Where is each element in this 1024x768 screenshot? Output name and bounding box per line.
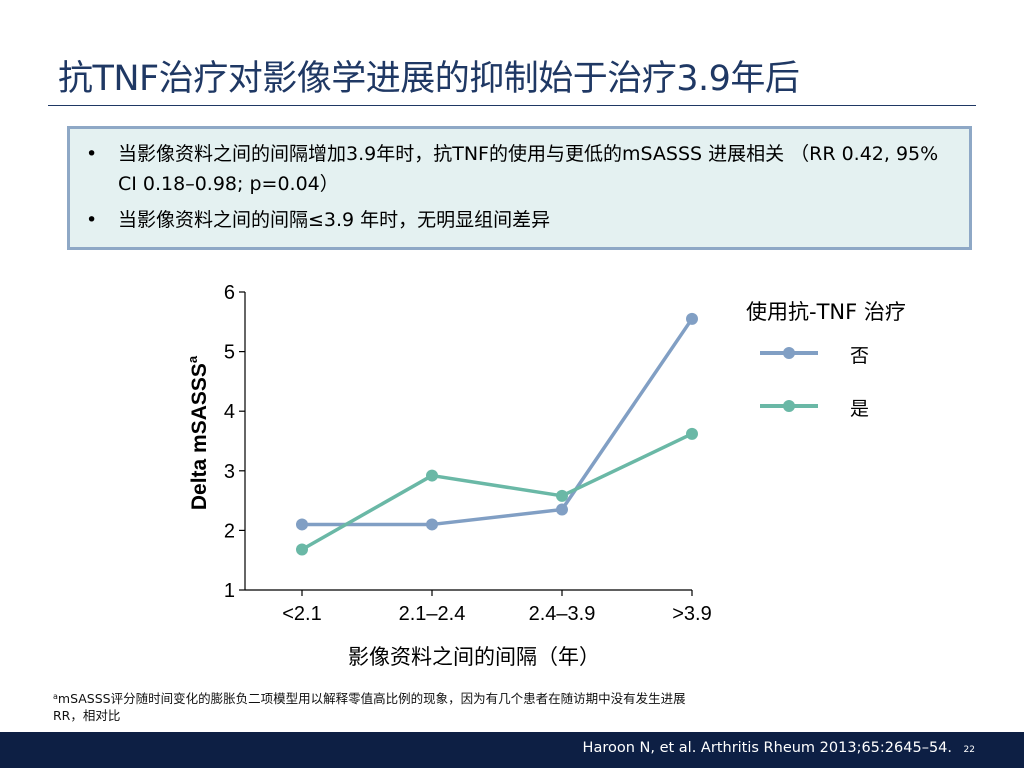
legend-swatch xyxy=(760,347,818,359)
x-tick-label: <2.1 xyxy=(282,603,321,625)
data-point xyxy=(426,518,438,531)
data-point xyxy=(556,489,568,502)
bullet-item: • 当影像资料之间的间隔增加3.9年时，抗TNF的使用与更低的mSASSS 进展… xyxy=(86,139,955,199)
bullet-marker: • xyxy=(86,143,98,165)
y-tick-label: 1 xyxy=(224,580,235,602)
footnote-line-1: amSASSS评分随时间变化的膨胀负二项模型用以解释零值高比例的现象，因为有几个… xyxy=(53,688,686,707)
citation: Haroon N, et al. Arthritis Rheum 2013;65… xyxy=(582,740,952,756)
series-line-1 xyxy=(301,432,693,551)
data-point xyxy=(296,543,308,556)
y-tick-label: 3 xyxy=(224,461,235,483)
data-point xyxy=(426,469,438,482)
legend-label: 是 xyxy=(850,398,870,420)
legend-swatch xyxy=(760,400,818,412)
bullet-text: 当影像资料之间的间隔≤3.9 年时，无明显组间差异 xyxy=(118,209,551,231)
footnote-text: mSASSS评分随时间变化的膨胀负二项模型用以解释零值高比例的现象，因为有几个患… xyxy=(57,691,686,706)
legend-label: 否 xyxy=(850,345,870,367)
y-tick-label: 6 xyxy=(224,282,235,304)
bullet-item: • 当影像资料之间的间隔≤3.9 年时，无明显组间差异 xyxy=(86,205,955,235)
footer-bar: Haroon N, et al. Arthritis Rheum 2013;65… xyxy=(0,732,1024,768)
legend-title: 使用抗-TNF 治疗 xyxy=(746,300,906,324)
y-tick-label: 4 xyxy=(224,401,235,423)
x-tick-label: 2.4–3.9 xyxy=(529,603,596,625)
x-axis-label: 影像资料之间的间隔（年） xyxy=(348,645,600,669)
y-axis-label: Delta mSASSSa xyxy=(185,355,211,510)
callout-box: • 当影像资料之间的间隔增加3.9年时，抗TNF的使用与更低的mSASSS 进展… xyxy=(67,126,972,250)
y-tick-label: 2 xyxy=(224,520,235,542)
data-point xyxy=(296,518,308,531)
x-tick-label: 2.1–2.4 xyxy=(399,603,466,625)
bullet-text: 当影像资料之间的间隔增加3.9年时，抗TNF的使用与更低的mSASSS 进展相关… xyxy=(118,143,939,195)
title-rule xyxy=(48,105,976,106)
x-tick-label: >3.9 xyxy=(672,603,711,625)
footnote: amSASSS评分随时间变化的膨胀负二项模型用以解释零值高比例的现象，因为有几个… xyxy=(53,688,686,724)
y-tick-label: 5 xyxy=(224,342,235,364)
series-line-0 xyxy=(302,317,694,527)
slide-title: 抗TNF治疗对影像学进展的抑制始于治疗3.9年后 xyxy=(58,59,800,99)
data-point xyxy=(686,312,698,325)
footnote-line-2: RR，相对比 xyxy=(53,708,121,723)
data-point xyxy=(556,503,568,516)
footnote-marker: a xyxy=(53,692,58,701)
bullet-marker: • xyxy=(86,209,98,231)
data-point xyxy=(686,427,698,440)
page-number: 22 xyxy=(963,745,975,755)
